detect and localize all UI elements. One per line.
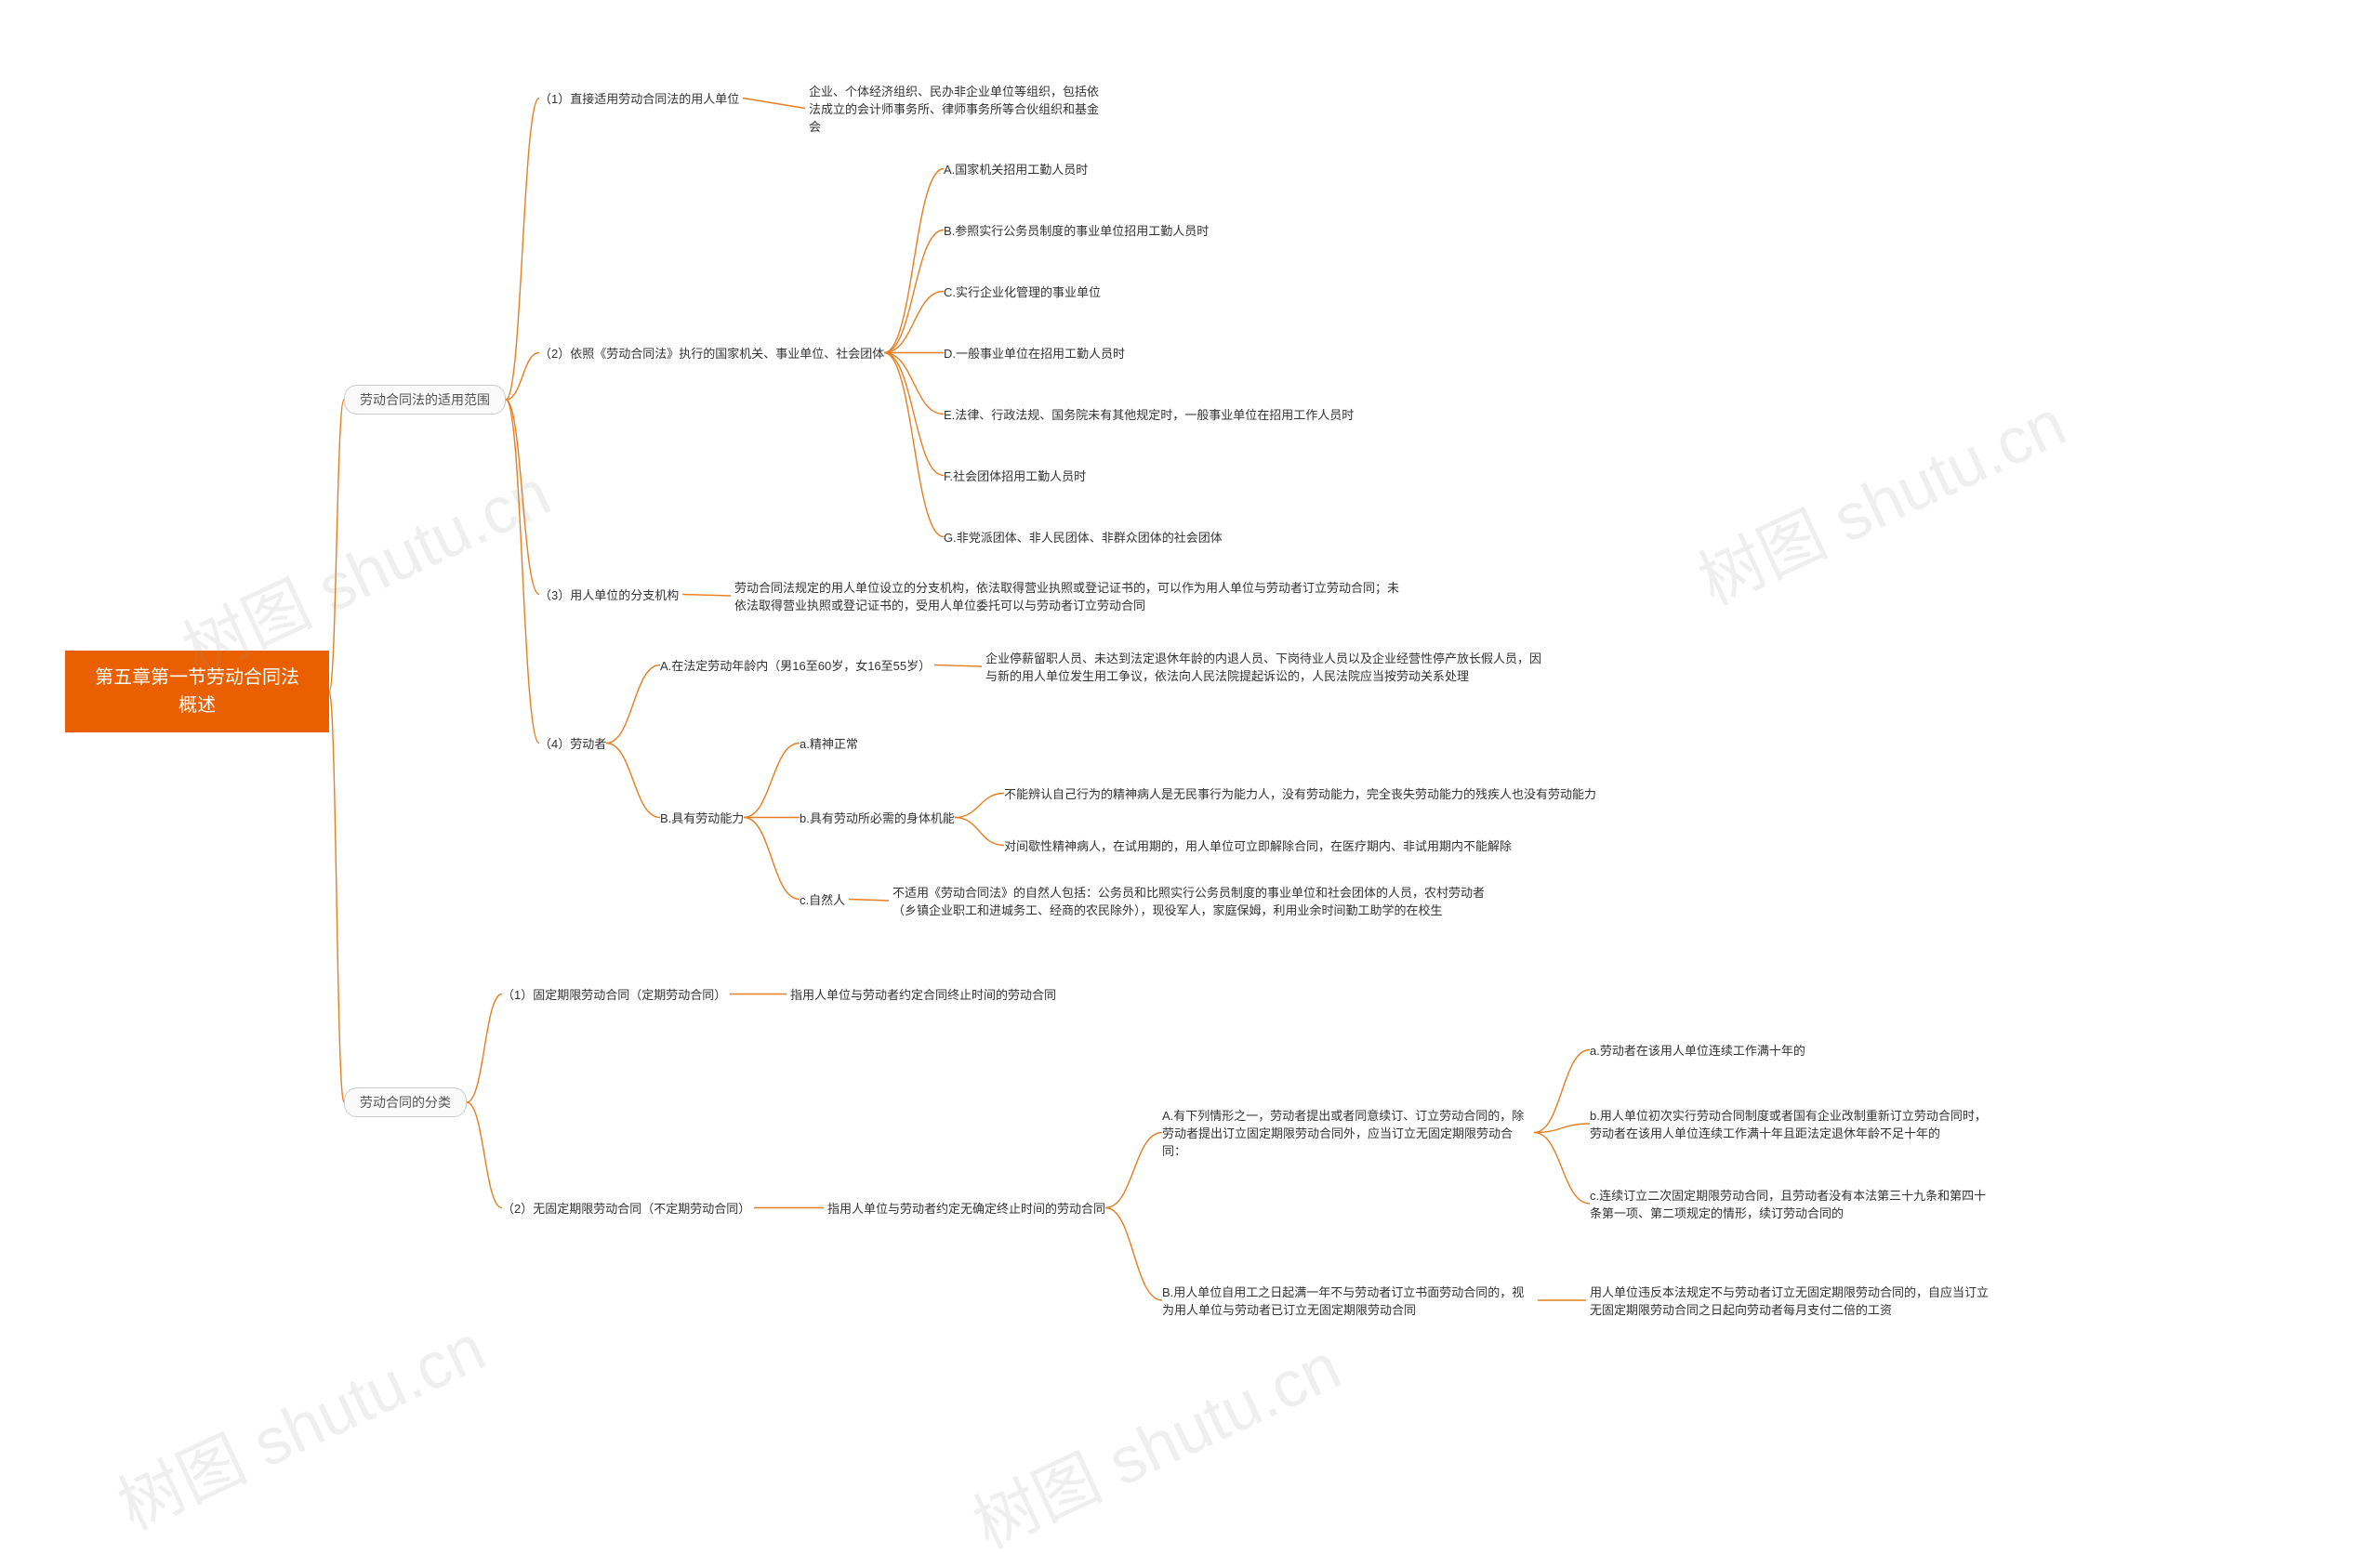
s2-1-desc: 指用人单位与劳动者约定合同终止时间的劳动合同	[790, 985, 1056, 1003]
s1-3-desc: 劳动合同法规定的用人单位设立的分支机构，依法取得营业执照或登记证书的，可以作为用…	[734, 578, 1404, 613]
s1-2-A: A.国家机关招用工勤人员时	[944, 160, 1088, 178]
s1-2-D: D.一般事业单位在招用工勤人员时	[944, 344, 1125, 362]
s1-1-desc: 企业、个体经济组织、民办非企业单位等组织，包括依法成立的会计师事务所、律师事务所…	[809, 82, 1106, 135]
s2-1: （1）固定期限劳动合同（定期劳动合同）	[502, 985, 726, 1003]
s2-2-A-b: b.用人单位初次实行劳动合同制度或者国有企业改制重新订立劳动合同时，劳动者在该用…	[1590, 1106, 1990, 1141]
s1-2-C: C.实行企业化管理的事业单位	[944, 283, 1101, 300]
s1-2-G: G.非党派团体、非人民团体、非群众团体的社会团体	[944, 528, 1223, 546]
s2-2-B-desc: 用人单位违反本法规定不与劳动者订立无固定期限劳动合同的，自应当订立无固定期限劳动…	[1590, 1283, 1990, 1318]
s2-2-A-c: c.连续订立二次固定期限劳动合同，且劳动者没有本法第三十九条和第四十条第一项、第…	[1590, 1186, 1990, 1221]
s1-4-B-c: c.自然人	[800, 890, 845, 908]
s1-4-B-c-desc: 不适用《劳动合同法》的自然人包括：公务员和比照实行公务员制度的事业单位和社会团体…	[892, 883, 1488, 918]
s1-4-A-desc: 企业停薪留职人员、未达到法定退休年龄的内退人员、下岗待业人员以及企业经营性停产放…	[985, 649, 1543, 684]
s1-4: （4）劳动者	[539, 734, 606, 752]
s2-2-A: A.有下列情形之一，劳动者提出或者同意续订、订立劳动合同的，除劳动者提出订立固定…	[1162, 1106, 1534, 1159]
root-line1: 第五章第一节劳动合同法	[95, 667, 299, 688]
watermark-4: 树图 shutu.cn	[957, 1315, 1354, 1567]
watermark-3: 树图 shutu.cn	[101, 1297, 498, 1548]
s2-2-desc: 指用人单位与劳动者约定无确定终止时间的劳动合同	[827, 1199, 1105, 1217]
s2-2: （2）无固定期限劳动合同（不定期劳动合同）	[502, 1199, 750, 1217]
section2: 劳动合同的分类	[344, 1087, 467, 1117]
s1-3: （3）用人单位的分支机构	[539, 586, 679, 603]
s1-4-A: A.在法定劳动年龄内（男16至60岁，女16至55岁）	[660, 656, 931, 674]
s1-4-B-a: a.精神正常	[800, 734, 858, 752]
root-node: 第五章第一节劳动合同法 概述	[65, 651, 329, 732]
s1-4-B-b-2: 对间歇性精神病人，在试用期的，用人单位可立即解除合同，在医疗期内、非试用期内不能…	[1004, 836, 1512, 854]
section1: 劳动合同法的适用范围	[344, 385, 506, 415]
s2-2-B: B.用人单位自用工之日起满一年不与劳动者订立书面劳动合同的，视为用人单位与劳动者…	[1162, 1283, 1534, 1318]
s1-1: （1）直接适用劳动合同法的用人单位	[539, 89, 739, 107]
s1-2: （2）依照《劳动合同法》执行的国家机关、事业单位、社会团体	[539, 344, 884, 362]
s1-4-B: B.具有劳动能力	[660, 809, 744, 826]
watermark-2: 树图 shutu.cn	[1682, 372, 2079, 624]
s1-4-B-b-1: 不能辨认自己行为的精神病人是无民事行为能力人，没有劳动能力，完全丧失劳动能力的残…	[1004, 784, 1596, 802]
s1-4-B-b: b.具有劳动所必需的身体机能	[800, 809, 955, 826]
s1-2-E: E.法律、行政法规、国务院未有其他规定时，一般事业单位在招用工作人员时	[944, 405, 1354, 423]
s1-2-B: B.参照实行公务员制度的事业单位招用工勤人员时	[944, 221, 1209, 239]
s2-2-A-a: a.劳动者在该用人单位连续工作满十年的	[1590, 1041, 1805, 1059]
s1-2-F: F.社会团体招用工勤人员时	[944, 467, 1086, 484]
root-line2: 概述	[178, 695, 216, 716]
